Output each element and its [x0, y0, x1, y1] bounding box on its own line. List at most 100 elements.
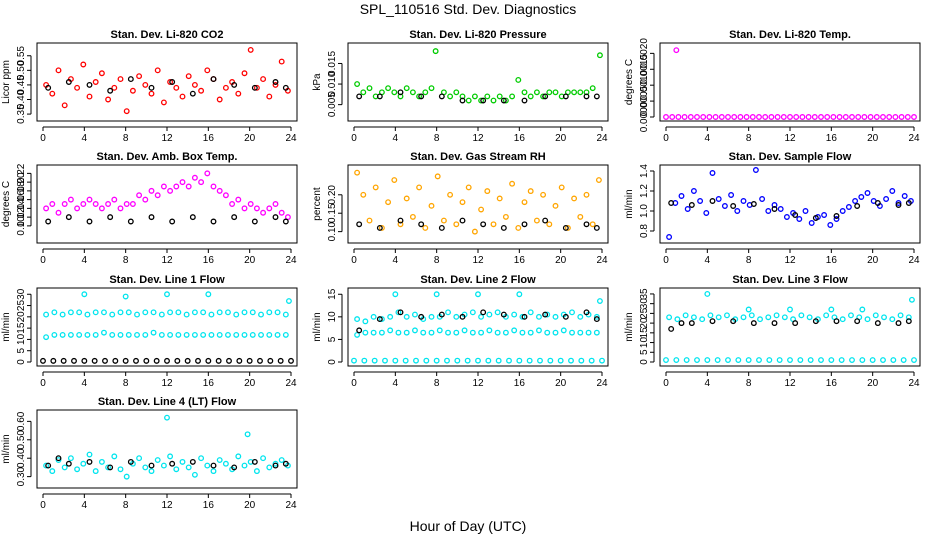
x-tick-label: 12: [161, 255, 173, 266]
data-point: [378, 224, 385, 231]
y-tick-label: 20: [16, 311, 27, 323]
data-point: [354, 169, 361, 176]
panel-title: Stan. Dev. Amb. Box Temp.: [97, 151, 238, 163]
data-point: [122, 293, 129, 300]
data-point: [552, 313, 559, 320]
data-point: [780, 114, 787, 120]
data-point: [282, 460, 289, 467]
y-axis-label: degrees C: [1, 181, 12, 227]
data-point: [105, 201, 112, 207]
data-point: [521, 89, 528, 96]
data-point: [397, 309, 404, 316]
x-tick-label: 24: [596, 133, 608, 144]
data-point: [92, 79, 99, 85]
data-point: [55, 455, 62, 462]
data-point: [45, 218, 52, 225]
data-point: [80, 61, 87, 68]
data-point: [854, 203, 861, 209]
data-point: [577, 313, 584, 320]
plot-frame: [36, 287, 298, 367]
x-tick-label: 8: [434, 255, 440, 266]
data-point: [65, 79, 72, 85]
data-point: [678, 193, 685, 199]
y-tick-label: 0.20: [327, 185, 338, 205]
data-point: [569, 329, 575, 336]
data-point: [568, 357, 574, 364]
data-point: [278, 209, 285, 216]
data-point: [908, 296, 915, 303]
data-point: [397, 217, 404, 224]
data-point: [880, 114, 886, 120]
data-point: [80, 201, 87, 207]
data-point: [730, 203, 737, 209]
panel-title: Stan. Dev. Line 2 Flow: [420, 274, 536, 286]
data-point: [700, 114, 707, 120]
y-tick-label: 0.18: [16, 181, 27, 201]
data-point: [848, 312, 854, 319]
data-point: [191, 309, 198, 316]
data-point: [681, 114, 688, 120]
data-point: [210, 468, 217, 475]
data-point: [673, 357, 680, 364]
data-point: [872, 312, 879, 319]
y-tick-label: 0.40: [16, 89, 27, 109]
data-point: [842, 114, 849, 120]
data-point: [874, 200, 881, 206]
data-point: [253, 205, 260, 212]
data-point: [447, 191, 454, 198]
data-point: [272, 462, 279, 469]
data-point: [595, 177, 602, 184]
data-point: [731, 114, 738, 120]
x-tick-label: 8: [746, 378, 752, 389]
plot-frame: [347, 42, 609, 122]
data-point: [828, 357, 835, 364]
data-point: [730, 318, 737, 325]
data-point: [67, 331, 74, 338]
y-tick-label: 25: [639, 307, 650, 319]
data-point: [98, 458, 105, 465]
data-point: [707, 312, 714, 319]
data-point: [864, 316, 871, 323]
data-point: [81, 357, 88, 364]
data-point: [65, 460, 72, 467]
x-tick-label: 16: [514, 378, 526, 389]
data-point: [516, 291, 523, 298]
data-point: [833, 213, 840, 219]
data-point: [191, 81, 198, 88]
data-point: [123, 201, 130, 207]
data-point: [787, 306, 793, 313]
data-point: [354, 316, 361, 323]
data-point: [905, 200, 912, 206]
data-point: [485, 357, 492, 364]
data-point: [890, 357, 897, 364]
data-point: [148, 214, 155, 221]
x-tick-label: 12: [161, 500, 173, 511]
data-point: [898, 114, 905, 120]
data-point: [674, 316, 681, 323]
data-point: [59, 311, 66, 318]
x-tick-label: 0: [351, 133, 357, 144]
y-tick-label: 15: [16, 322, 27, 334]
data-point: [122, 357, 129, 364]
panel-title: Stan. Dev. Li-820 CO2: [111, 29, 224, 41]
y-tick-label: 5: [16, 347, 27, 353]
data-point: [475, 291, 481, 298]
data-point: [260, 209, 267, 216]
data-point: [49, 90, 56, 97]
x-tick-label: 16: [826, 255, 838, 266]
data-point: [766, 357, 773, 364]
data-point: [571, 89, 578, 96]
data-point: [684, 206, 691, 212]
data-point: [465, 184, 472, 191]
data-point: [583, 221, 590, 228]
panel-10: Stan. Dev. Line 4 (LT) Flow 0 4 8 12 16 20 24 0.…: [1, 396, 298, 511]
data-point: [461, 327, 468, 334]
data-point: [583, 191, 590, 198]
y-axis-label: ml/min: [312, 312, 323, 341]
x-tick-label: 8: [123, 255, 129, 266]
data-point: [142, 309, 149, 316]
data-point: [486, 327, 493, 334]
data-point: [376, 224, 383, 231]
data-point: [205, 291, 212, 298]
y-tick-label: 10: [16, 333, 27, 345]
